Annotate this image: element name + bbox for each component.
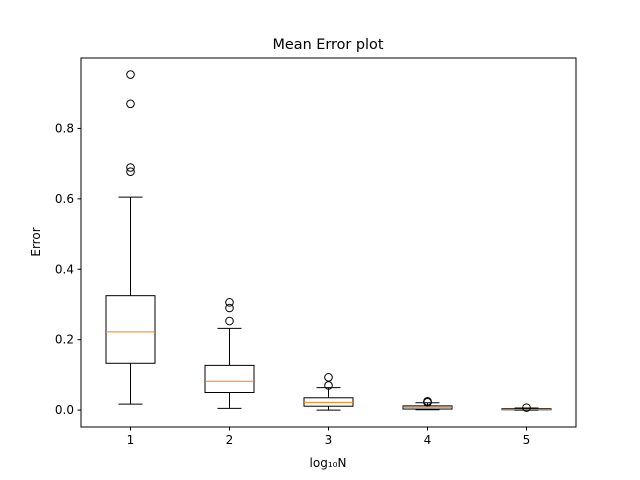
y-tick-label: 0.6 [55,192,74,206]
outlier-point [225,316,234,326]
outlier-point [225,298,234,307]
y-tick-label: 0.2 [55,333,74,347]
box-1 [105,70,156,405]
plot-area [105,70,552,412]
outlier-point [126,163,135,172]
x-tick-label: 1 [127,433,135,447]
chart-title: Mean Error plot [272,37,383,53]
x-tick-label: 3 [325,433,333,447]
y-tick-label: 0.8 [55,121,74,135]
outlier-point [126,70,135,79]
box-2 [204,298,255,409]
box-5 [501,403,552,412]
y-axis-label: Error [29,227,43,256]
x-tick-label: 4 [424,433,432,447]
outlier-point [126,167,135,177]
x-axis-label: log₁₀N [310,456,347,470]
box-4 [402,396,453,411]
outlier-point [423,398,432,407]
outlier-point [522,403,531,412]
outlier-point [225,303,234,313]
x-tick-label: 5 [523,433,531,447]
iqr-box [204,364,255,393]
outlier-point [126,99,135,109]
x-tick-label: 2 [226,433,234,447]
iqr-box [105,295,156,364]
outlier-point [324,381,333,390]
box-3 [303,373,354,411]
y-tick-label: 0.4 [55,262,74,276]
y-tick-label: 0.0 [55,403,74,417]
